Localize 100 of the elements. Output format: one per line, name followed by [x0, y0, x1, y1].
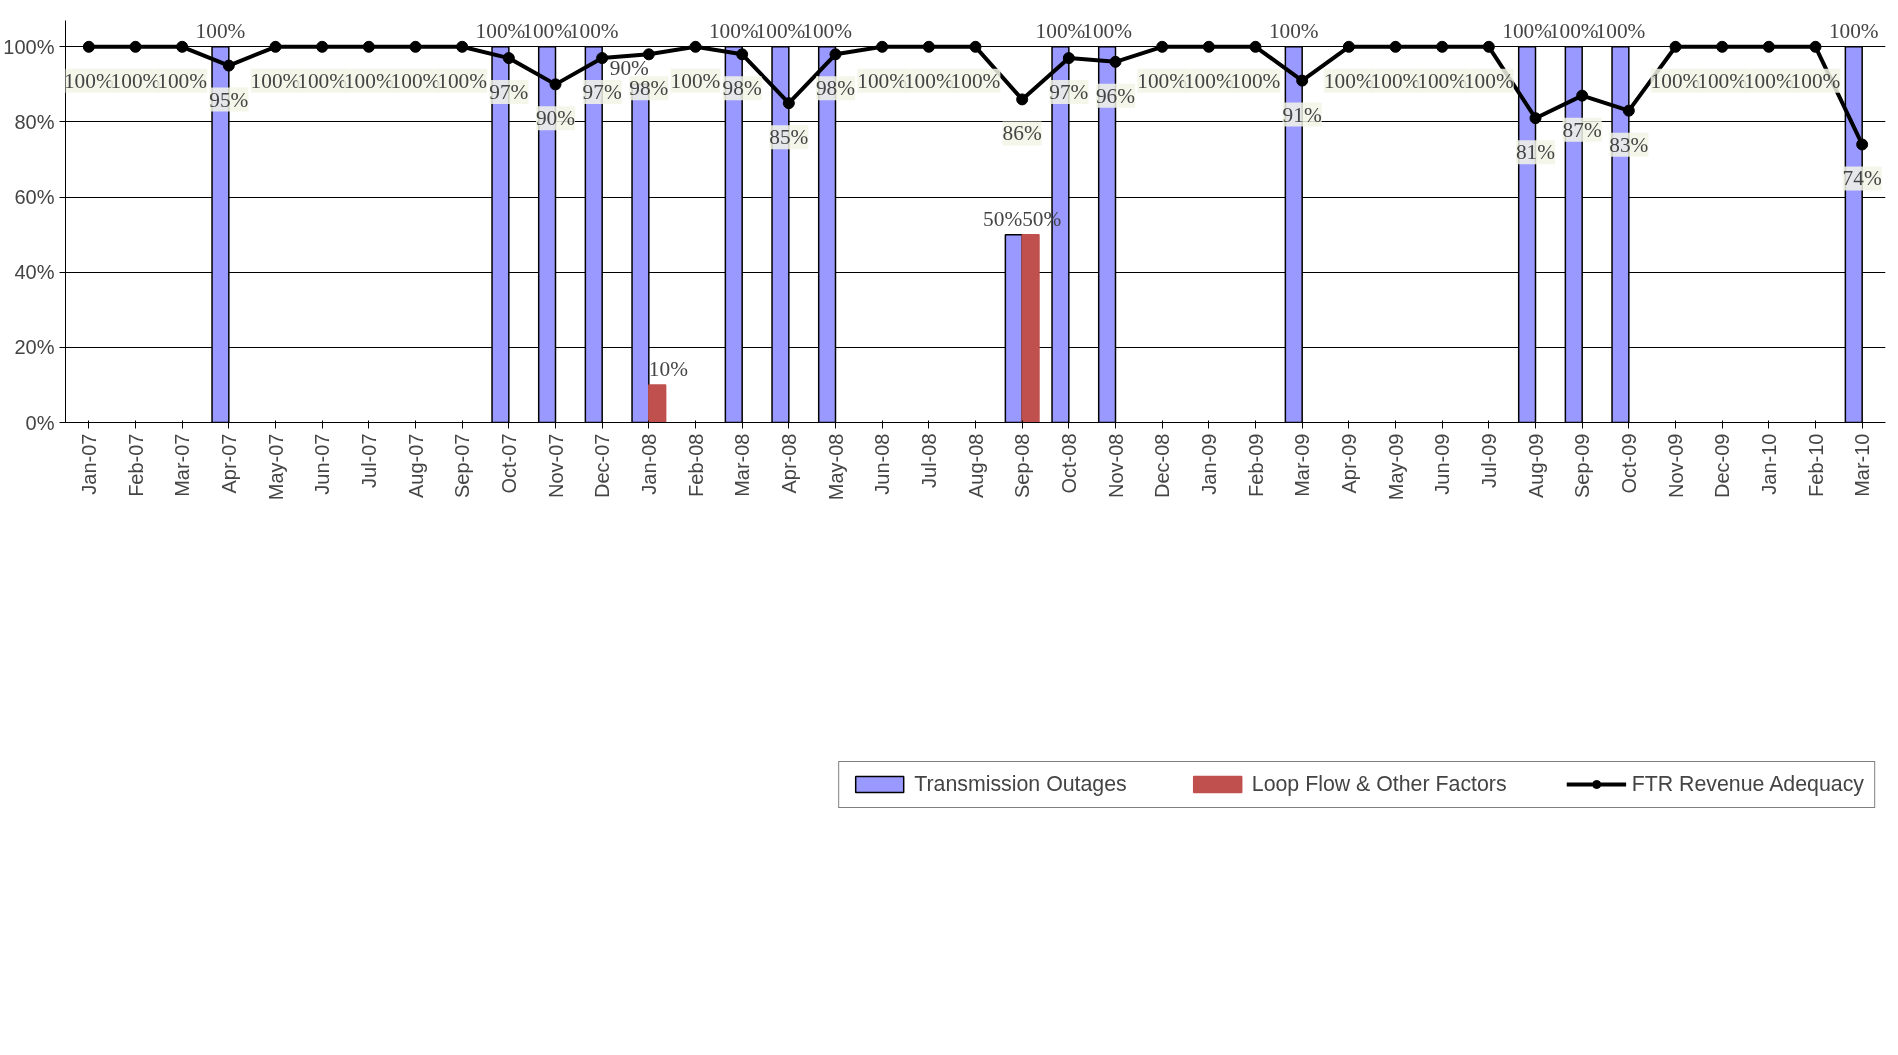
- y-tick-label: 0%: [25, 411, 55, 434]
- x-tick-label: May-09: [1384, 433, 1407, 501]
- x-tick-label: Jun-08: [871, 433, 894, 495]
- data-label: 100%: [1230, 68, 1281, 93]
- x-tick-label: Aug-09: [1524, 433, 1547, 498]
- data-label: 100%: [390, 68, 441, 93]
- point: [1622, 104, 1635, 117]
- data-label: 100%: [857, 68, 908, 93]
- x-tick-label: Sep-08: [1011, 433, 1034, 498]
- data-label: 100%: [1463, 68, 1514, 93]
- point: [1716, 40, 1729, 53]
- x-tick-label: Jun-07: [311, 433, 334, 495]
- x-tick-label: Mar-08: [731, 433, 754, 497]
- x-tick-label: May-07: [264, 433, 287, 501]
- data-label: 86%: [1002, 121, 1042, 146]
- y-tick-label: 80%: [14, 110, 55, 133]
- point: [922, 40, 935, 53]
- point: [1342, 40, 1355, 53]
- x-tick-label: Jan-08: [637, 433, 660, 495]
- data-label: 97%: [489, 80, 529, 105]
- data-label: 74%: [1842, 166, 1882, 191]
- point: [1202, 40, 1215, 53]
- data-label: 97%: [1049, 80, 1089, 105]
- data-label: 100%: [1790, 68, 1841, 93]
- point: [1249, 40, 1262, 53]
- data-label: 100%: [343, 68, 394, 93]
- x-tick-label: Jan-09: [1197, 433, 1220, 495]
- bar: [648, 384, 667, 423]
- y-tick-label: 60%: [14, 186, 55, 209]
- x-tick-label: Dec-09: [1711, 433, 1734, 498]
- point: [596, 52, 609, 65]
- point: [969, 40, 982, 53]
- x-tick-label: Sep-07: [451, 433, 474, 498]
- x-tick-label: Jul-08: [917, 433, 940, 488]
- point: [642, 48, 655, 61]
- data-label: 100%: [110, 68, 161, 93]
- point: [222, 59, 235, 72]
- point: [736, 48, 749, 61]
- point: [876, 40, 889, 53]
- data-label: 100%: [1650, 68, 1701, 93]
- data-label: 10%: [648, 356, 689, 381]
- x-tick-label: Apr-09: [1337, 433, 1360, 494]
- legend-label: Loop Flow & Other Factors: [1251, 771, 1507, 797]
- point: [409, 40, 422, 53]
- point: [1762, 40, 1775, 53]
- point: [176, 40, 189, 53]
- point: [1482, 40, 1495, 53]
- x-tick-label: Nov-08: [1104, 433, 1127, 498]
- x-tick-label: Apr-08: [777, 433, 800, 494]
- point: [316, 40, 329, 53]
- point: [782, 97, 795, 110]
- x-tick-label: Feb-09: [1244, 433, 1267, 497]
- data-label: 87%: [1562, 117, 1602, 142]
- x-tick-label: Mar-10: [1851, 433, 1874, 497]
- data-label: 96%: [1095, 83, 1136, 108]
- point: [1016, 93, 1029, 106]
- data-label: 98%: [629, 76, 669, 101]
- x-tick-label: Jan-07: [77, 433, 100, 495]
- data-label: 100%: [475, 18, 526, 43]
- point: [502, 52, 515, 65]
- data-label: 100%: [1137, 68, 1188, 93]
- x-tick-label: Oct-08: [1057, 433, 1080, 494]
- x-tick-label: Mar-09: [1291, 433, 1314, 497]
- data-label: 98%: [722, 76, 762, 101]
- bar: [1021, 233, 1040, 423]
- point: [129, 40, 142, 53]
- x-tick-label: Apr-07: [217, 433, 240, 494]
- x-tick-label: Sep-09: [1571, 433, 1594, 498]
- x-tick-label: Feb-08: [684, 433, 707, 497]
- x-tick-label: Dec-08: [1151, 433, 1174, 498]
- point: [1576, 89, 1589, 102]
- data-label: 100%: [1697, 68, 1748, 93]
- data-label: 83%: [1609, 132, 1649, 157]
- point: [362, 40, 375, 53]
- data-label: 100%: [1370, 68, 1421, 93]
- point: [1856, 138, 1869, 151]
- point: [1109, 55, 1122, 68]
- point: [689, 40, 702, 53]
- x-tick-label: Aug-07: [404, 433, 427, 498]
- point: [1296, 74, 1309, 87]
- x-tick-label: Nov-09: [1664, 433, 1687, 498]
- x-tick-label: Dec-07: [591, 433, 614, 498]
- point: [456, 40, 469, 53]
- point: [82, 40, 95, 53]
- point: [829, 48, 842, 61]
- y-tick-label: 20%: [14, 336, 55, 359]
- point: [1436, 40, 1449, 53]
- x-tick-label: Oct-09: [1617, 433, 1640, 494]
- x-tick-label: Jun-09: [1431, 433, 1454, 495]
- data-label: 95%: [209, 87, 249, 112]
- x-tick-label: Oct-07: [497, 433, 520, 494]
- data-label: 100%: [1417, 68, 1468, 93]
- data-label: 100%: [903, 68, 954, 93]
- x-tick-label: May-08: [824, 433, 847, 501]
- data-label: 90%: [535, 106, 576, 131]
- data-label: 100%: [297, 68, 348, 93]
- data-label: 100%: [1743, 68, 1794, 93]
- data-label: 100%: [1323, 68, 1374, 93]
- data-label: 100%: [437, 68, 488, 93]
- point: [549, 78, 562, 91]
